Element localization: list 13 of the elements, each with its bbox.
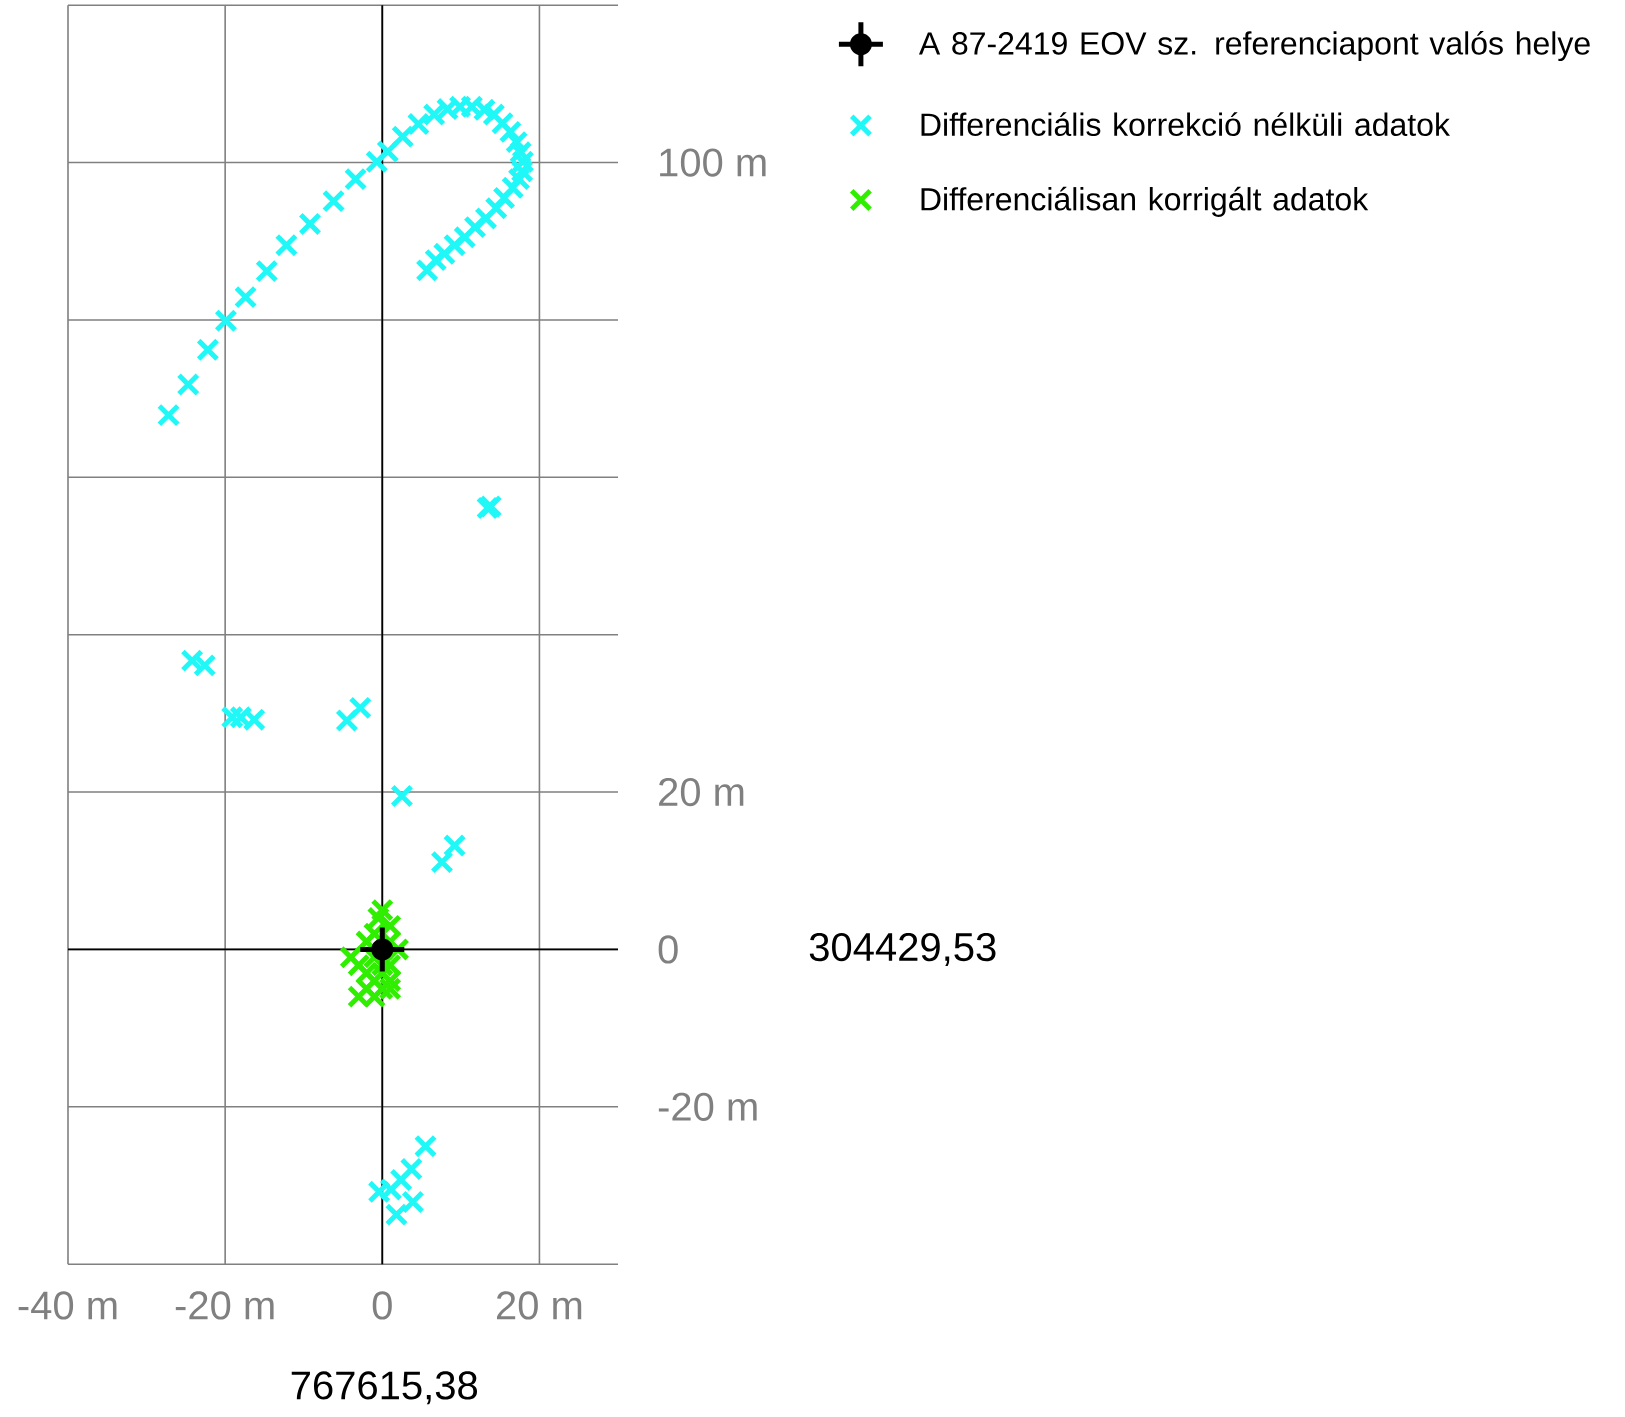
legend-label: Differenciálisan korrigált adatok [921,186,1369,217]
x-tick-label: -20 m [175,1291,274,1320]
y-tick-label: 0 [658,935,678,964]
x-tick-label: -40 m [18,1291,117,1320]
y-axis-title: 304429,53 [809,932,996,966]
x-tick-label: 20 m [496,1291,582,1320]
y-tick-label: 100 m [660,148,766,177]
legend-label: A 87-2419 EOV sz. referenciapont valós helye [918,30,1590,62]
legend-label: Differenciális korrekció nélküli adatok [921,112,1451,137]
y-tick-label: -20 m [658,1092,757,1121]
x-axis-title: 767615,38 [291,1371,478,1405]
x-tick-label: 0 [372,1291,392,1320]
y-tick-label: 20 m [659,777,744,807]
